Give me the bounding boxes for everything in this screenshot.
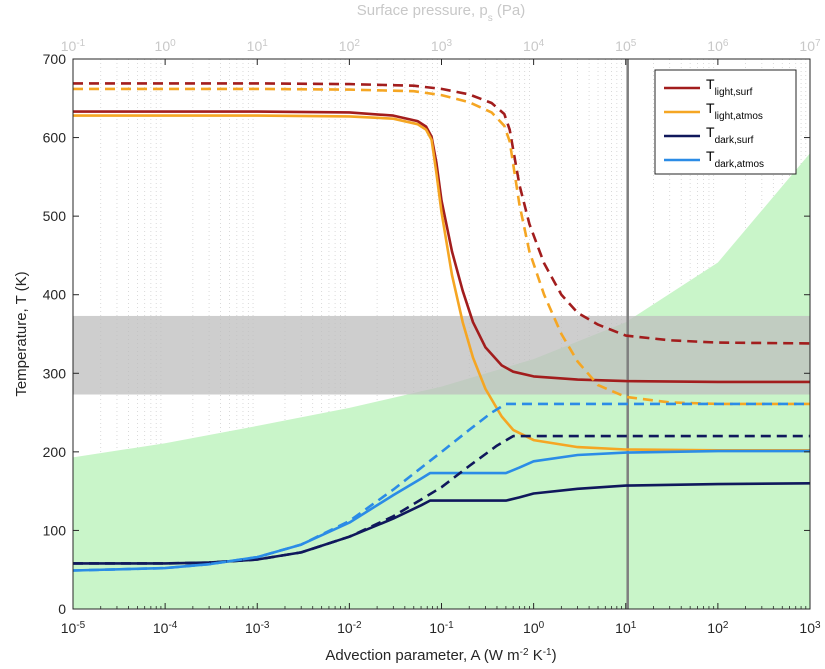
x-top-tick-label: 105 [615, 38, 637, 55]
x-tick-label: 10-1 [429, 620, 454, 637]
x-top-tick-label: 101 [247, 38, 269, 55]
x-tick-label: 100 [523, 620, 545, 637]
y-tick-label: 600 [43, 130, 67, 146]
y-tick-label: 300 [43, 365, 67, 381]
y-tick-label: 700 [43, 51, 67, 67]
x-top-tick-label: 102 [339, 38, 361, 55]
y-tick-label: 400 [43, 287, 67, 303]
x-top-tick-label: 107 [799, 38, 821, 55]
x-tick-label: 103 [799, 620, 821, 637]
series-line-dark-atmos-dashed [73, 402, 810, 572]
y-tick-label: 200 [43, 444, 67, 460]
series-line-light-atmos-solid [73, 114, 810, 452]
series-line-light-surf-dashed [73, 82, 810, 345]
series-lines [73, 82, 810, 572]
x-axis-label: Advection parameter, A (W m-2 K-1) [325, 647, 556, 665]
x-tick-label: 10-5 [61, 620, 86, 637]
x-top-tick-label: 104 [523, 38, 545, 55]
x-top-tick-label: 100 [155, 38, 177, 55]
x-tick-label: 102 [707, 620, 729, 637]
series-line-light-surf-solid [73, 110, 810, 384]
legend-label: Tlight,surf [706, 76, 753, 98]
x-tick-label: 101 [615, 620, 637, 637]
green-region [73, 153, 810, 609]
y-tick-label: 0 [58, 601, 66, 617]
y-tick-label: 100 [43, 522, 67, 538]
legend-label: Tdark,surf [706, 124, 754, 146]
axes: 10-5 10-4 10-3 10-2 10-1 100 101 102 103 10-1 100 1… [43, 38, 821, 637]
legend: Tlight,surfTlight,atmosTdark,surfTdark,a… [654, 69, 797, 175]
legend-label: Tdark,atmos [706, 148, 764, 170]
legend-label: Tlight,atmos [706, 100, 763, 122]
x-tick-label: 10-3 [245, 620, 270, 637]
x-top-tick-label: 103 [431, 38, 453, 55]
y-axis-label: Temperature, T (K) [13, 271, 30, 396]
series-line-light-atmos-dashed [73, 87, 810, 406]
x-tick-label: 10-4 [153, 620, 178, 637]
x-axis-top-label: Surface pressure, ps (Pa) [357, 2, 525, 24]
x-top-tick-label: 10-1 [61, 38, 86, 55]
y-tick-label: 500 [43, 208, 67, 224]
x-top-tick-label: 106 [707, 38, 729, 55]
x-tick-label: 10-2 [337, 620, 362, 637]
